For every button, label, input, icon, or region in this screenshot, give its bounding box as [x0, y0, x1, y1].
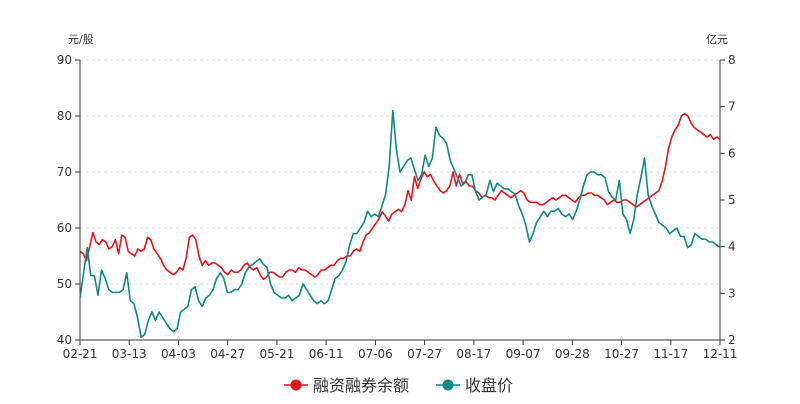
x-tick-label: 10-27	[604, 347, 639, 361]
x-tick-label: 11-17	[653, 347, 688, 361]
legend-label-close-price: 收盘价	[465, 376, 513, 395]
x-tick-label: 06-11	[309, 347, 344, 361]
right-axis-unit-label: 亿元	[706, 33, 728, 46]
series-line-close-price	[79, 109, 721, 339]
legend: 融资融券余额 收盘价	[284, 376, 513, 395]
x-tick-label: 03-13	[112, 347, 147, 361]
right-tick-label: 4	[728, 240, 736, 254]
left-tick-label: 50	[57, 277, 72, 291]
left-tick-label: 90	[57, 53, 72, 67]
legend-item-margin-balance[interactable]: 融资融券余额	[284, 376, 409, 395]
left-tick-label: 40	[57, 333, 72, 347]
right-tick-label: 3	[728, 286, 736, 300]
x-tick-label: 09-28	[555, 347, 590, 361]
right-tick-label: 5	[728, 193, 736, 207]
x-tick-label: 07-27	[407, 347, 442, 361]
x-tick-label: 12-11	[703, 347, 738, 361]
x-tick-label: 07-06	[358, 347, 393, 361]
x-tick-label: 02-21	[63, 347, 98, 361]
x-axis-ticks: 02-21 03-13 04-03 04-27 05-21 06-11 07-06 07-27…	[63, 340, 738, 361]
series-line-margin-balance	[79, 112, 721, 281]
series-lines	[79, 109, 721, 339]
x-tick-label: 04-03	[161, 347, 196, 361]
right-tick-label: 8	[728, 53, 736, 67]
legend-item-close-price[interactable]: 收盘价	[436, 376, 513, 395]
right-tick-label: 2	[728, 333, 736, 347]
legend-marker-margin-balance	[290, 379, 302, 391]
left-axis-unit-label: 元/股	[68, 33, 94, 46]
right-axis-ticks: 2 3 4 5 6 7 8	[720, 53, 736, 347]
legend-label-margin-balance: 融资融券余额	[313, 376, 409, 395]
x-tick-label: 09-07	[506, 347, 541, 361]
legend-marker-close-price	[442, 379, 454, 391]
x-tick-label: 08-17	[456, 347, 491, 361]
left-tick-label: 80	[57, 109, 72, 123]
left-axis-ticks: 40 50 60 70 80 90	[57, 53, 80, 347]
right-tick-label: 7	[728, 100, 736, 114]
x-tick-label: 04-27	[210, 347, 245, 361]
x-tick-label: 05-21	[259, 347, 294, 361]
left-tick-label: 70	[57, 165, 72, 179]
right-tick-label: 6	[728, 146, 736, 160]
left-tick-label: 60	[57, 221, 72, 235]
